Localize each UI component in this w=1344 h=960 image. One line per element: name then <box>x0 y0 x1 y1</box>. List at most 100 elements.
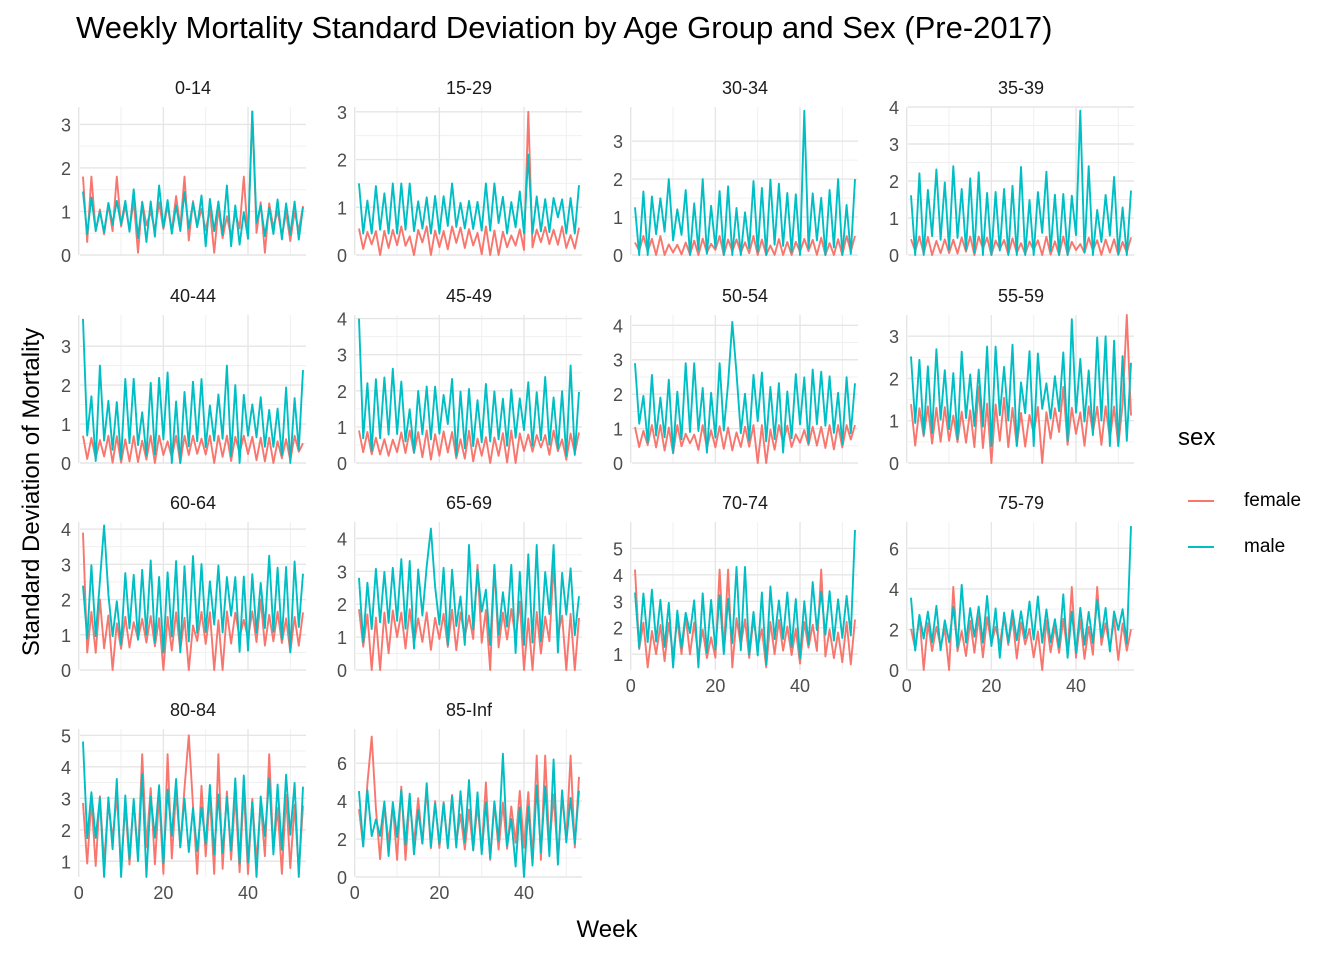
legend-item-male: male <box>1178 524 1301 570</box>
series-line-female-35-39 <box>910 235 1132 256</box>
facet-label-30-34: 30-34 <box>722 78 768 98</box>
chart-title: Weekly Mortality Standard Deviation by A… <box>76 10 1053 45</box>
x-axis-label: Week <box>576 916 638 943</box>
series-line-male-0-14 <box>82 110 304 248</box>
series-line-male-40-44 <box>82 318 304 464</box>
series-line-female-40-44 <box>82 434 304 464</box>
legend-title: sex <box>1178 424 1216 451</box>
x-tick-label: 40 <box>238 883 258 903</box>
legend-label-male: male <box>1244 536 1286 557</box>
y-tick-label: 2 <box>337 830 347 850</box>
series-line-male-55-59 <box>910 318 1132 448</box>
facet-label-0-14: 0-14 <box>175 78 211 98</box>
x-tick-label: 40 <box>514 883 534 903</box>
y-tick-label: 2 <box>337 151 347 171</box>
y-tick-label: 4 <box>61 520 71 540</box>
y-tick-label: 3 <box>337 346 347 366</box>
y-tick-label: 4 <box>337 529 347 549</box>
series-line-female-45-49 <box>358 429 580 464</box>
y-tick-label: 3 <box>613 592 623 612</box>
y-tick-label: 5 <box>61 726 71 746</box>
y-tick-label: 1 <box>613 645 623 665</box>
legend: sex female male <box>1178 424 1301 570</box>
y-tick-label: 3 <box>337 103 347 123</box>
series-line-female-60-64 <box>82 532 304 671</box>
facet-label-60-64: 60-64 <box>170 493 216 513</box>
legend-item-female: female <box>1178 478 1301 524</box>
series-line-male-50-54 <box>634 320 856 454</box>
legend-key-female <box>1188 500 1214 502</box>
y-tick-label: 3 <box>889 327 899 347</box>
y-tick-label: 6 <box>889 539 899 559</box>
facet-label-65-69: 65-69 <box>446 493 492 513</box>
y-tick-label: 3 <box>61 555 71 575</box>
series-line-female-15-29 <box>358 110 580 256</box>
legend-key-male <box>1188 546 1214 548</box>
y-tick-label: 3 <box>61 337 71 357</box>
legend-label-female: female <box>1244 490 1302 511</box>
x-tick-label: 20 <box>429 883 449 903</box>
x-tick-label: 20 <box>981 676 1001 696</box>
x-tick-label: 0 <box>350 883 360 903</box>
y-tick-label: 1 <box>613 208 623 228</box>
series-line-female-65-69 <box>358 563 580 671</box>
x-tick-label: 0 <box>902 676 912 696</box>
facet-label-85-inf: 85-Inf <box>446 700 493 720</box>
series-line-male-30-34 <box>634 109 856 256</box>
series-line-male-70-74 <box>634 529 856 669</box>
x-tick-label: 40 <box>1066 676 1086 696</box>
y-tick-label: 2 <box>61 591 71 611</box>
y-tick-label: 4 <box>613 566 623 586</box>
facet-label-80-84: 80-84 <box>170 700 216 720</box>
y-tick-label: 4 <box>337 792 347 812</box>
y-tick-label: 4 <box>337 310 347 330</box>
y-tick-label: 1 <box>337 628 347 648</box>
y-tick-label: 2 <box>889 172 899 192</box>
y-tick-label: 0 <box>889 454 899 474</box>
y-tick-label: 1 <box>61 626 71 646</box>
y-tick-label: 0 <box>889 661 899 681</box>
y-tick-label: 3 <box>337 562 347 582</box>
y-tick-label: 2 <box>337 595 347 615</box>
y-tick-label: 0 <box>61 246 71 266</box>
x-tick-label: 20 <box>705 676 725 696</box>
y-tick-label: 3 <box>61 789 71 809</box>
y-tick-label: 1 <box>61 202 71 222</box>
y-tick-label: 1 <box>337 198 347 218</box>
facet-label-40-44: 40-44 <box>170 286 216 306</box>
y-tick-label: 0 <box>613 454 623 474</box>
y-tick-label: 3 <box>613 351 623 371</box>
y-tick-label: 2 <box>61 376 71 396</box>
y-tick-label: 4 <box>889 580 899 600</box>
series-line-male-60-64 <box>82 524 304 654</box>
y-tick-label: 4 <box>61 758 71 778</box>
series-line-female-0-14 <box>82 110 304 254</box>
y-tick-label: 2 <box>889 369 899 389</box>
y-tick-label: 1 <box>613 420 623 440</box>
x-tick-label: 20 <box>153 883 173 903</box>
y-tick-label: 1 <box>61 852 71 872</box>
facet-label-50-54: 50-54 <box>722 286 768 306</box>
y-tick-label: 3 <box>613 132 623 152</box>
y-tick-label: 4 <box>613 316 623 336</box>
facet-label-15-29: 15-29 <box>446 78 492 98</box>
x-tick-label: 40 <box>790 676 810 696</box>
facet-label-45-49: 45-49 <box>446 286 492 306</box>
series-line-male-35-39 <box>910 109 1132 256</box>
facet-label-75-79: 75-79 <box>998 493 1044 513</box>
y-tick-label: 0 <box>337 868 347 888</box>
y-tick-label: 0 <box>61 454 71 474</box>
facet-label-55-59: 55-59 <box>998 286 1044 306</box>
facet-label-35-39: 35-39 <box>998 78 1044 98</box>
y-tick-label: 0 <box>337 661 347 681</box>
y-tick-label: 2 <box>61 821 71 841</box>
y-tick-label: 1 <box>61 415 71 435</box>
y-tick-label: 1 <box>337 418 347 438</box>
series-line-male-85-inf <box>358 752 580 878</box>
x-tick-label: 0 <box>626 676 636 696</box>
series-line-male-45-49 <box>358 318 580 457</box>
y-tick-label: 1 <box>889 209 899 229</box>
y-tick-label: 6 <box>337 754 347 774</box>
facet-label-70-74: 70-74 <box>722 493 768 513</box>
y-tick-label: 0 <box>337 246 347 266</box>
